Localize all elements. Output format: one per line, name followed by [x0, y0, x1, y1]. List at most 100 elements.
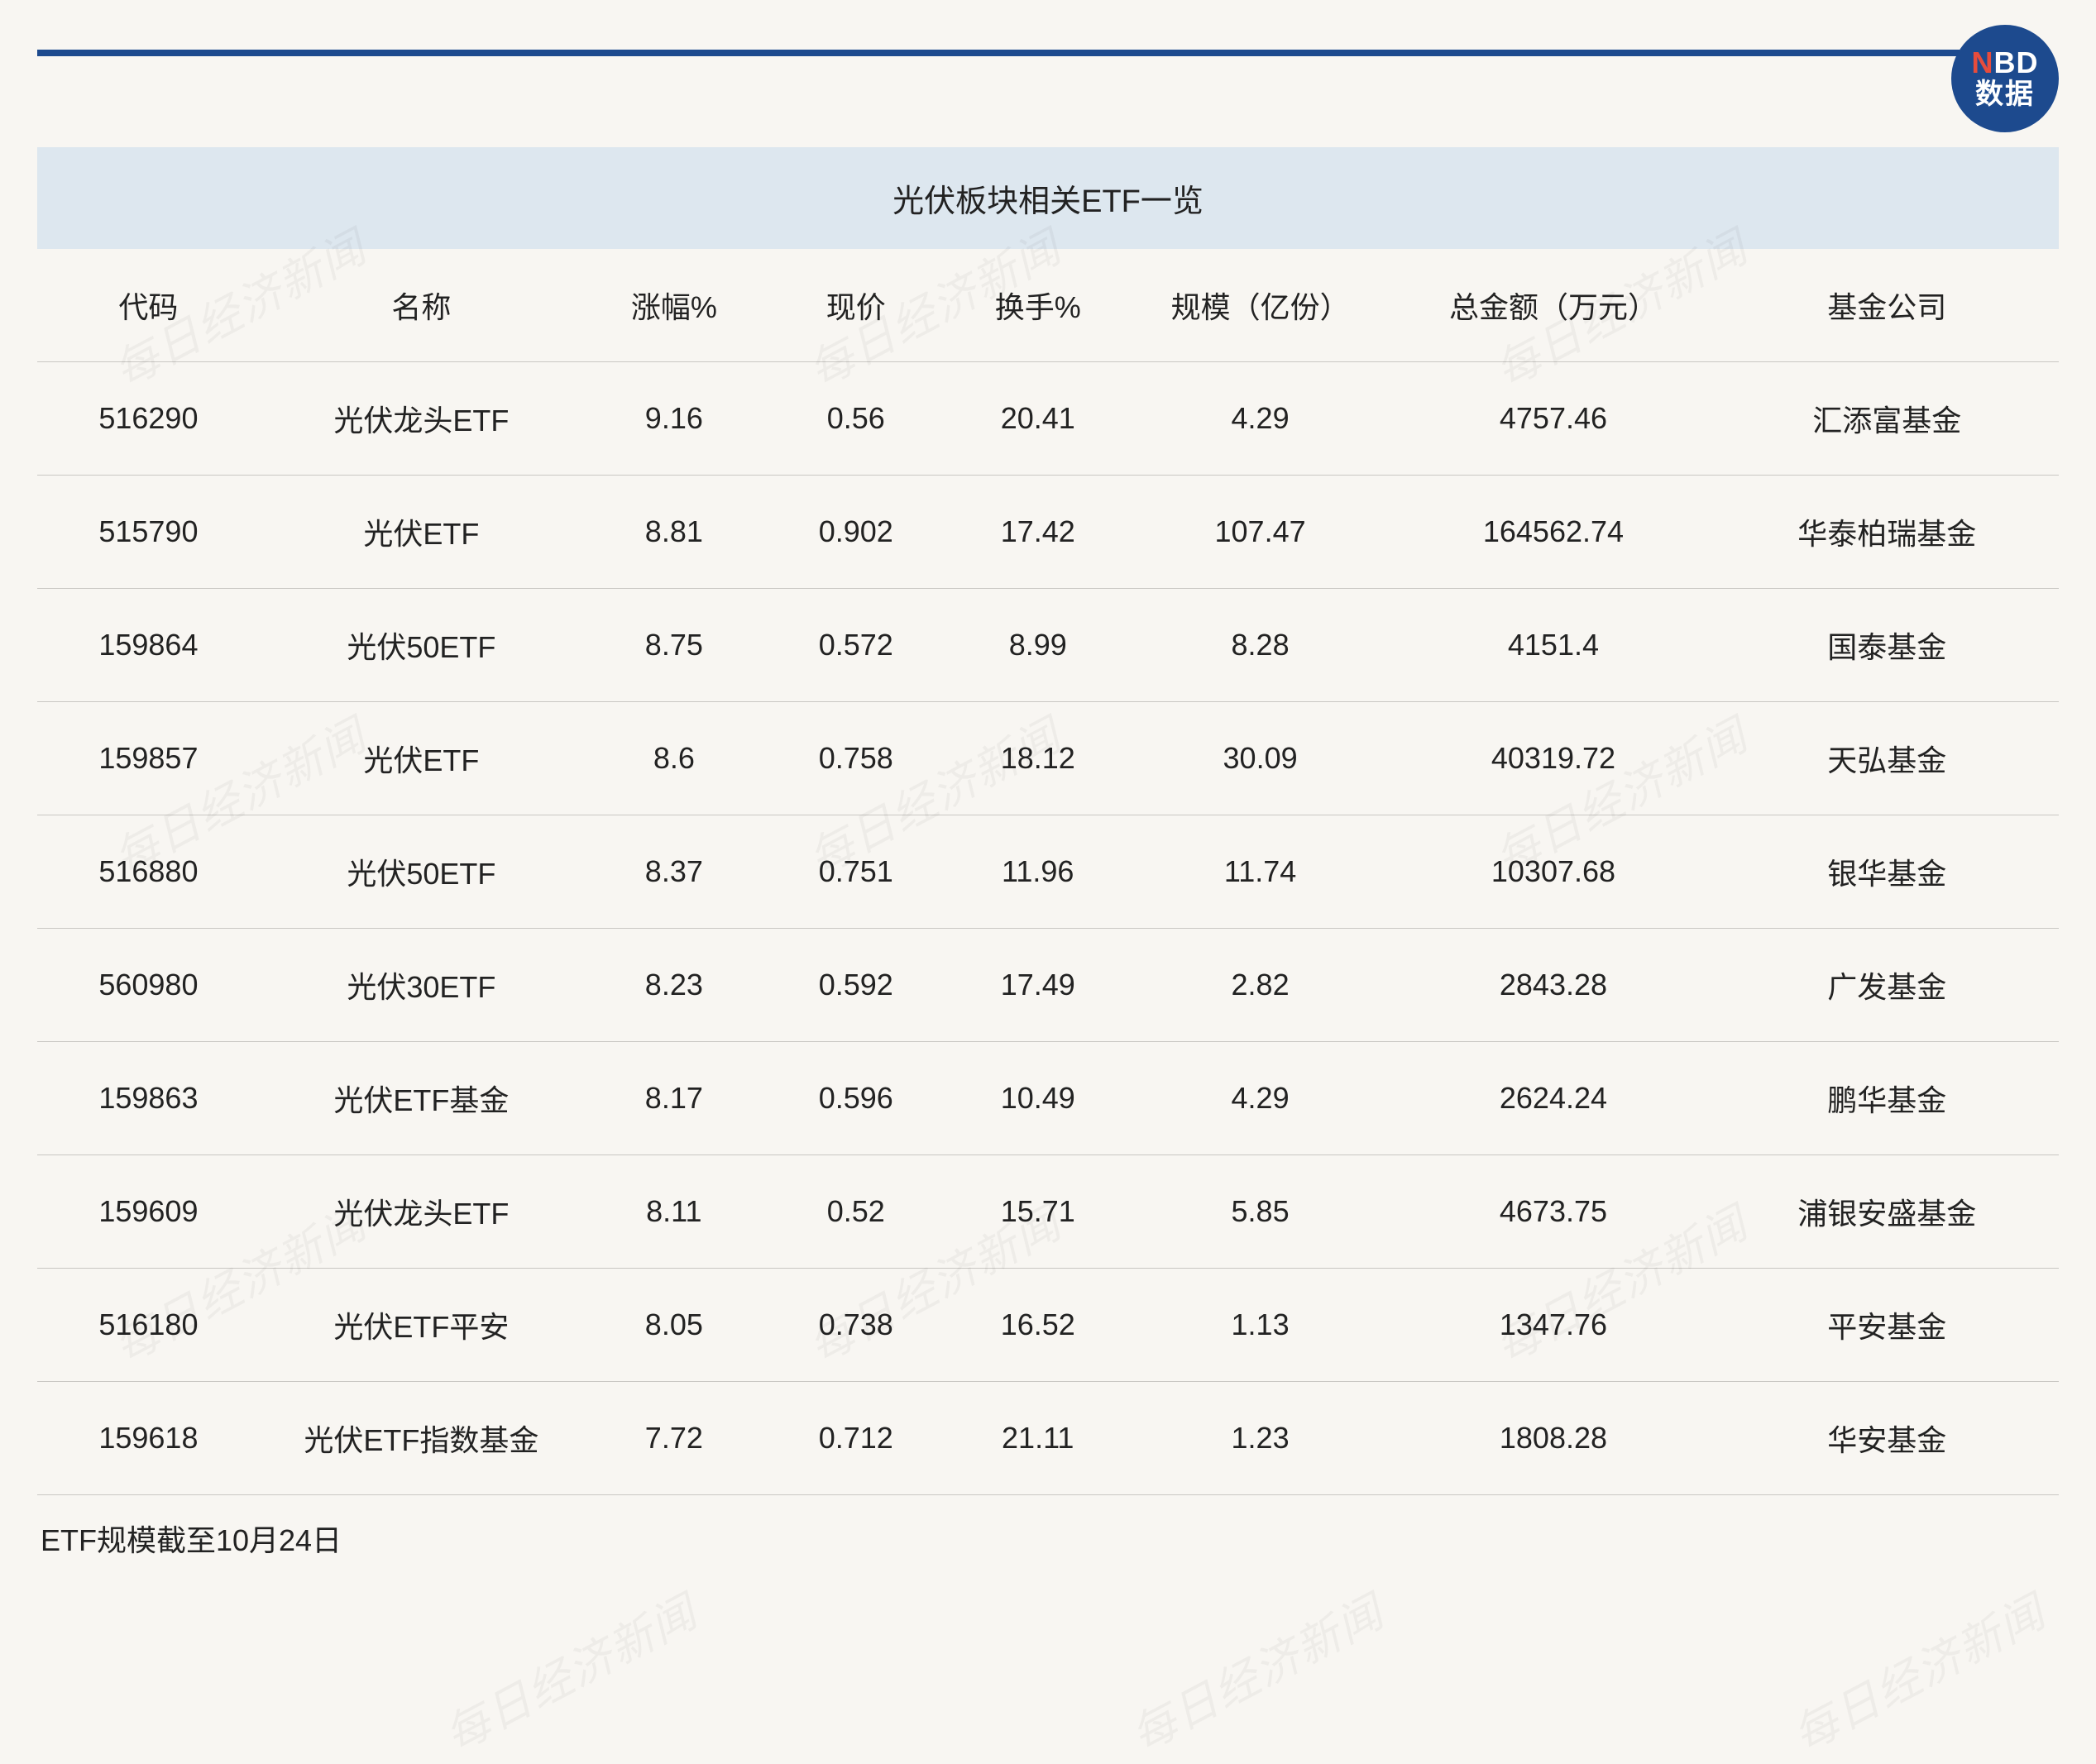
table-cell: 8.81	[583, 476, 765, 589]
table-footnote: ETF规模截至10月24日	[37, 1495, 2059, 1560]
col-header: 总金额（万元）	[1391, 249, 1715, 362]
etf-table-wrap: 光伏板块相关ETF一览 代码名称涨幅%现价换手%规模（亿份）总金额（万元）基金公…	[37, 147, 2059, 1560]
col-header: 涨幅%	[583, 249, 765, 362]
table-cell: 40319.72	[1391, 702, 1715, 815]
table-row: 159618光伏ETF指数基金7.720.71221.111.231808.28…	[37, 1382, 2059, 1495]
table-cell: 1.23	[1129, 1382, 1392, 1495]
table-cell: 4.29	[1129, 1042, 1392, 1155]
table-cell: 光伏30ETF	[260, 929, 583, 1042]
table-cell: 光伏50ETF	[260, 589, 583, 702]
table-body: 516290光伏龙头ETF9.160.5620.414.294757.46汇添富…	[37, 362, 2059, 1495]
col-header: 代码	[37, 249, 260, 362]
page: NBD 数据 光伏板块相关ETF一览 代码名称涨幅%现价换手%规模（亿份）总金额…	[0, 0, 2096, 1593]
table-cell: 15.71	[947, 1155, 1129, 1269]
table-row: 516290光伏龙头ETF9.160.5620.414.294757.46汇添富…	[37, 362, 2059, 476]
table-row: 159864光伏50ETF8.750.5728.998.284151.4国泰基金	[37, 589, 2059, 702]
table-row: 516180光伏ETF平安8.050.73816.521.131347.76平安…	[37, 1269, 2059, 1382]
table-cell: 30.09	[1129, 702, 1392, 815]
table-cell: 21.11	[947, 1382, 1129, 1495]
table-cell: 8.37	[583, 815, 765, 929]
table-cell: 8.17	[583, 1042, 765, 1155]
table-cell: 107.47	[1129, 476, 1392, 589]
table-cell: 159863	[37, 1042, 260, 1155]
table-cell: 516180	[37, 1269, 260, 1382]
table-cell: 516290	[37, 362, 260, 476]
table-cell: 164562.74	[1391, 476, 1715, 589]
table-cell: 8.75	[583, 589, 765, 702]
table-cell: 17.42	[947, 476, 1129, 589]
table-cell: 560980	[37, 929, 260, 1042]
col-header: 现价	[765, 249, 947, 362]
table-cell: 2.82	[1129, 929, 1392, 1042]
table-cell: 10307.68	[1391, 815, 1715, 929]
table-cell: 4673.75	[1391, 1155, 1715, 1269]
watermark: 每日经济新闻	[431, 1576, 707, 1764]
table-cell: 国泰基金	[1715, 589, 2059, 702]
table-row: 159863光伏ETF基金8.170.59610.494.292624.24鹏华…	[37, 1042, 2059, 1155]
table-cell: 516880	[37, 815, 260, 929]
table-cell: 0.902	[765, 476, 947, 589]
table-cell: 光伏龙头ETF	[260, 1155, 583, 1269]
col-header: 名称	[260, 249, 583, 362]
table-cell: 银华基金	[1715, 815, 2059, 929]
table-cell: 0.52	[765, 1155, 947, 1269]
table-cell: 浦银安盛基金	[1715, 1155, 2059, 1269]
table-cell: 光伏ETF基金	[260, 1042, 583, 1155]
table-row: 515790光伏ETF8.810.90217.42107.47164562.74…	[37, 476, 2059, 589]
table-cell: 1347.76	[1391, 1269, 1715, 1382]
table-cell: 光伏龙头ETF	[260, 362, 583, 476]
table-cell: 华安基金	[1715, 1382, 2059, 1495]
table-cell: 10.49	[947, 1042, 1129, 1155]
table-cell: 0.712	[765, 1382, 947, 1495]
table-cell: 光伏50ETF	[260, 815, 583, 929]
table-cell: 2624.24	[1391, 1042, 1715, 1155]
table-cell: 光伏ETF	[260, 702, 583, 815]
table-cell: 1.13	[1129, 1269, 1392, 1382]
table-row: 516880光伏50ETF8.370.75111.9611.7410307.68…	[37, 815, 2059, 929]
table-cell: 11.74	[1129, 815, 1392, 929]
table-cell: 20.41	[947, 362, 1129, 476]
logo-top: NBD	[1972, 47, 2039, 79]
table-cell: 17.49	[947, 929, 1129, 1042]
table-cell: 天弘基金	[1715, 702, 2059, 815]
table-row: 159857光伏ETF8.60.75818.1230.0940319.72天弘基…	[37, 702, 2059, 815]
table-cell: 鹏华基金	[1715, 1042, 2059, 1155]
table-cell: 159618	[37, 1382, 260, 1495]
table-cell: 汇添富基金	[1715, 362, 2059, 476]
table-head: 代码名称涨幅%现价换手%规模（亿份）总金额（万元）基金公司	[37, 249, 2059, 362]
table-cell: 0.596	[765, 1042, 947, 1155]
table-cell: 8.11	[583, 1155, 765, 1269]
table-cell: 515790	[37, 476, 260, 589]
table-cell: 159857	[37, 702, 260, 815]
table-cell: 华泰柏瑞基金	[1715, 476, 2059, 589]
nbd-logo-badge: NBD 数据	[1951, 25, 2059, 132]
col-header: 换手%	[947, 249, 1129, 362]
table-cell: 9.16	[583, 362, 765, 476]
table-row: 159609光伏龙头ETF8.110.5215.715.854673.75浦银安…	[37, 1155, 2059, 1269]
watermark: 每日经济新闻	[1779, 1576, 2055, 1764]
table-row: 560980光伏30ETF8.230.59217.492.822843.28广发…	[37, 929, 2059, 1042]
table-cell: 16.52	[947, 1269, 1129, 1382]
table-cell: 0.572	[765, 589, 947, 702]
table-cell: 0.751	[765, 815, 947, 929]
table-cell: 18.12	[947, 702, 1129, 815]
table-cell: 8.05	[583, 1269, 765, 1382]
table-cell: 5.85	[1129, 1155, 1392, 1269]
col-header: 基金公司	[1715, 249, 2059, 362]
table-title: 光伏板块相关ETF一览	[37, 147, 2059, 249]
table-cell: 8.6	[583, 702, 765, 815]
table-cell: 8.23	[583, 929, 765, 1042]
table-cell: 8.99	[947, 589, 1129, 702]
table-cell: 光伏ETF平安	[260, 1269, 583, 1382]
table-cell: 广发基金	[1715, 929, 2059, 1042]
table-cell: 11.96	[947, 815, 1129, 929]
table-cell: 159864	[37, 589, 260, 702]
table-cell: 光伏ETF	[260, 476, 583, 589]
top-rule	[37, 50, 1960, 56]
col-header: 规模（亿份）	[1129, 249, 1392, 362]
table-cell: 2843.28	[1391, 929, 1715, 1042]
table-cell: 0.738	[765, 1269, 947, 1382]
logo-bottom: 数据	[1975, 80, 2035, 110]
table-cell: 0.758	[765, 702, 947, 815]
table-cell: 4757.46	[1391, 362, 1715, 476]
